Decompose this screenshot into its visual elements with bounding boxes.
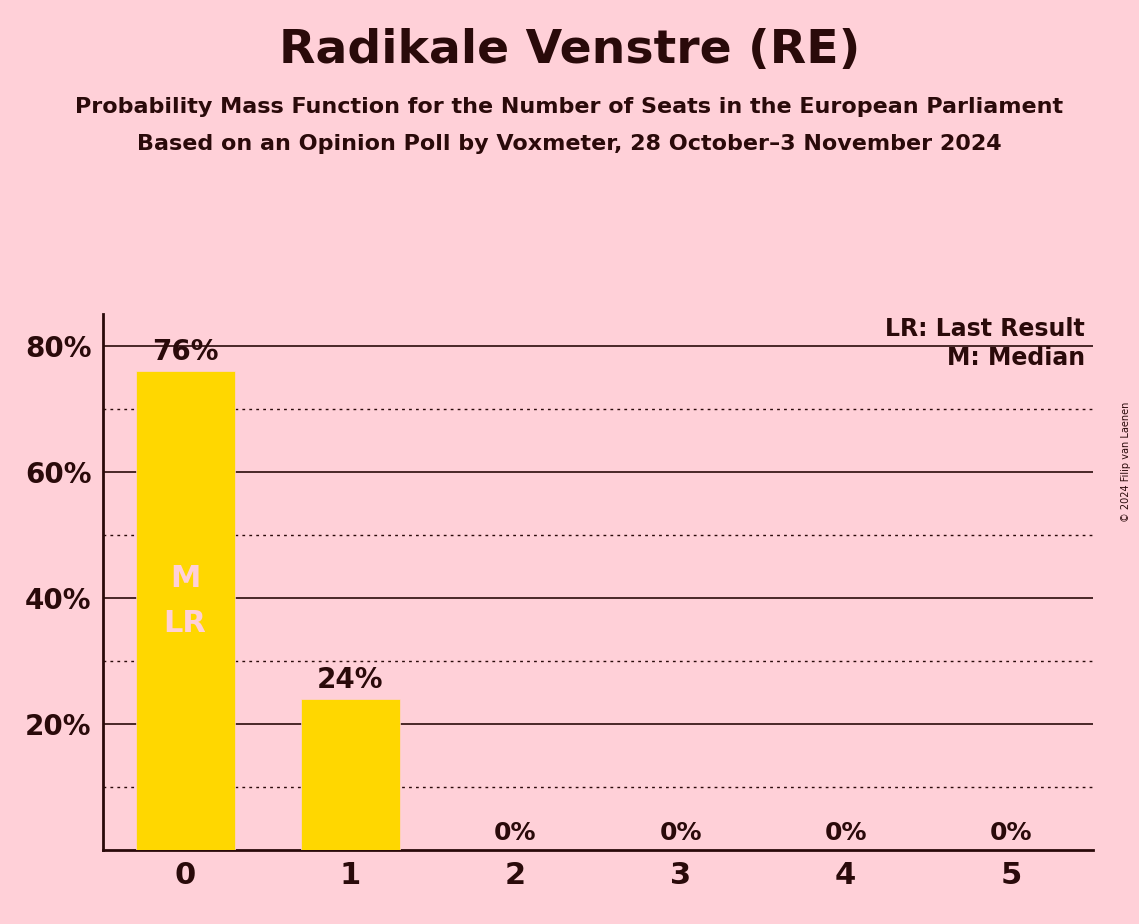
Text: 0%: 0% xyxy=(990,821,1032,845)
Text: 76%: 76% xyxy=(151,338,219,366)
Text: Probability Mass Function for the Number of Seats in the European Parliament: Probability Mass Function for the Number… xyxy=(75,97,1064,117)
Text: © 2024 Filip van Laenen: © 2024 Filip van Laenen xyxy=(1121,402,1131,522)
Text: Radikale Venstre (RE): Radikale Venstre (RE) xyxy=(279,28,860,73)
Text: LR: Last Result: LR: Last Result xyxy=(885,317,1085,341)
Bar xyxy=(301,699,400,850)
Text: LR: LR xyxy=(164,609,206,638)
Text: Based on an Opinion Poll by Voxmeter, 28 October–3 November 2024: Based on an Opinion Poll by Voxmeter, 28… xyxy=(137,134,1002,154)
Text: 24%: 24% xyxy=(317,665,384,694)
Text: 0%: 0% xyxy=(825,821,867,845)
Text: 0%: 0% xyxy=(659,821,702,845)
Text: M: Median: M: Median xyxy=(947,346,1085,370)
Bar xyxy=(136,371,235,850)
Text: M: M xyxy=(170,565,200,593)
Text: 0%: 0% xyxy=(494,821,536,845)
